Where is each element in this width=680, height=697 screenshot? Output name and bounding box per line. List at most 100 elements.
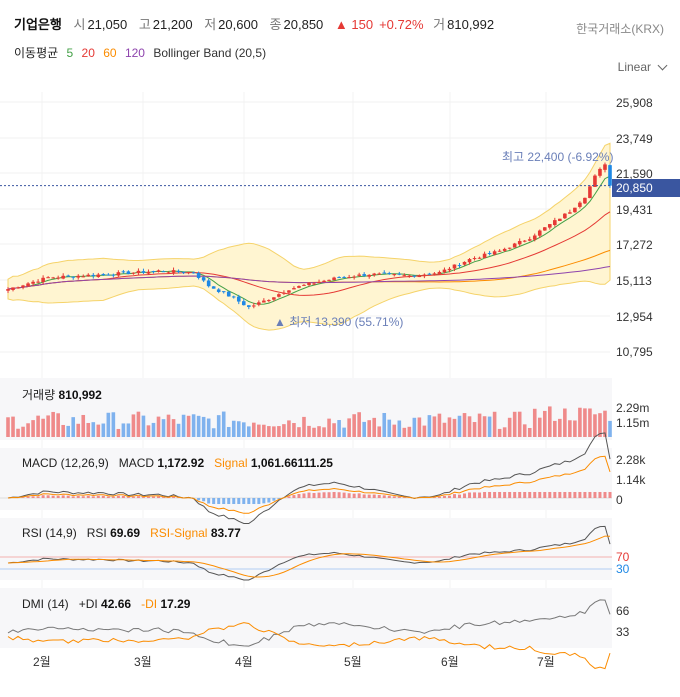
rsi-panel-title: RSI (14,9) RSI 69.69 RSI-Signal 83.77 <box>22 526 241 540</box>
x-tick: 2월 <box>33 655 51 669</box>
scale-value: Linear <box>617 60 651 74</box>
macd-hist-bar <box>312 493 316 498</box>
candle-body <box>507 247 512 249</box>
macd-hist-bar <box>372 494 376 498</box>
price-tick: 21,590 <box>616 167 653 181</box>
dmi-panel-title: DMI (14) +DI 42.66 -DI 17.29 <box>22 597 190 611</box>
volume-bar <box>382 412 387 437</box>
macd-signal-line <box>7 455 611 514</box>
macd-hist-bar <box>608 492 612 498</box>
volume-bar <box>71 417 76 437</box>
candle-body <box>282 292 286 294</box>
scale-dropdown[interactable]: Linear <box>617 60 668 74</box>
volume-bar <box>457 415 462 437</box>
macd-hist-bar <box>61 495 65 498</box>
macd-hist-bar <box>578 492 582 498</box>
dmi-panel-label: DMI (14) <box>22 597 69 611</box>
candle-body <box>146 271 151 274</box>
volume-bar <box>241 422 246 437</box>
candle-body <box>21 285 25 288</box>
macd-hist-bar <box>327 492 331 498</box>
candle-body <box>136 270 141 274</box>
volume-bar <box>412 417 417 437</box>
candle-body <box>201 277 206 281</box>
volume-bar <box>6 417 10 437</box>
macd-hist-bar <box>463 493 467 498</box>
quote-header: 기업은행 시 21,050 고 21,200 저 20,600 종 20,850 ▲ 1… <box>14 14 502 33</box>
candle-body <box>101 274 106 276</box>
volume-bar <box>106 412 111 437</box>
candle-body <box>522 240 527 242</box>
ma-20: 20 <box>81 46 95 60</box>
volume-bar <box>141 415 146 437</box>
volume-bar <box>417 417 422 437</box>
volume-bar <box>221 411 226 437</box>
macd-hist-bar <box>41 495 45 498</box>
price-tick: 23,749 <box>616 132 653 146</box>
pdi-value: 42.66 <box>101 597 132 611</box>
rsi-tick-70: 70 <box>616 550 630 564</box>
candle-body <box>563 213 567 219</box>
volume-bar <box>236 421 241 437</box>
candle-body <box>181 271 186 273</box>
volume-bar <box>176 423 181 437</box>
macd-hist-bar <box>347 493 351 498</box>
macd-hist-bar <box>563 492 567 498</box>
candle-body <box>482 253 487 258</box>
macd-hist-bar <box>583 492 587 498</box>
volume-bar <box>146 425 151 437</box>
price-tick: 10,795 <box>616 345 653 359</box>
macd-panel-title: MACD (12,26,9) MACD 1,172.92 Signal 1,06… <box>22 456 333 470</box>
macd-hist-bar <box>207 498 211 504</box>
volume-tick: 2.29m <box>616 401 650 415</box>
rsi-signal-line <box>7 535 611 578</box>
macd-hist-bar <box>397 496 401 498</box>
candle-body <box>357 274 361 276</box>
price-tick: 15,113 <box>616 274 652 288</box>
macd-hist-bar <box>146 496 150 498</box>
macd-hist-bar <box>447 495 451 498</box>
candle-body <box>352 276 356 278</box>
candle-body <box>46 277 50 279</box>
macd-hist-bar <box>382 495 386 498</box>
volume-bar <box>442 422 447 437</box>
volume-bar <box>211 428 216 437</box>
price-tick: 25,908 <box>616 96 653 110</box>
x-tick: 7월 <box>537 655 555 669</box>
candle-body <box>382 272 387 274</box>
candle-body <box>26 283 30 287</box>
macd-hist-bar <box>302 493 306 498</box>
macd-hist-bar <box>81 496 85 498</box>
volume-bar <box>573 420 577 437</box>
macd-hist-bar <box>523 492 527 498</box>
macd-hist-bar <box>91 496 95 498</box>
volume-bar <box>31 420 35 437</box>
volume-bar <box>563 408 567 437</box>
close-label: 종 <box>269 17 282 32</box>
candle-body <box>61 275 65 279</box>
candle-body <box>392 274 397 276</box>
stock-name: 기업은행 <box>14 17 62 32</box>
macd-hist-bar <box>558 492 562 498</box>
volume-bar <box>51 411 55 437</box>
macd-hist-bar <box>342 492 346 498</box>
macd-hist-bar <box>568 492 572 498</box>
macd-hist-bar <box>292 495 296 498</box>
macd-hist-bar <box>116 495 120 498</box>
volume-bar <box>181 414 186 437</box>
candle-body <box>307 282 311 286</box>
panel-background <box>0 588 612 648</box>
mdi-value: 17.29 <box>160 597 191 611</box>
candle-body <box>141 271 146 273</box>
volume-bar <box>116 428 121 437</box>
volume-bar <box>372 417 377 437</box>
macd-hist-bar <box>217 498 221 504</box>
macd-hist-bar <box>533 492 537 498</box>
candle-body <box>387 273 392 275</box>
candle-body <box>432 273 437 275</box>
macd-hist-bar <box>126 497 130 498</box>
macd-hist-bar <box>503 492 507 498</box>
volume-bar <box>548 406 552 437</box>
volume-bar <box>603 410 607 437</box>
